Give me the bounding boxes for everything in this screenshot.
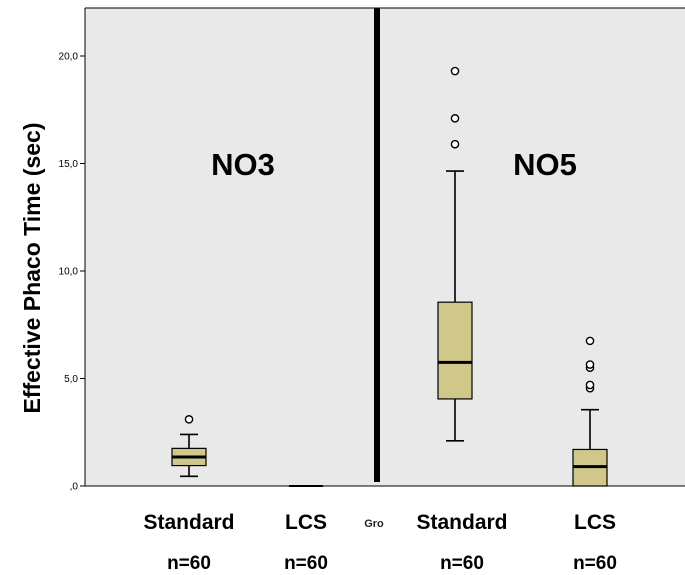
category-label-no5-standard: Standard: [416, 511, 507, 534]
outlier-point: [450, 66, 460, 76]
x-axis-title-fragment: Gro: [364, 518, 384, 530]
n-label-no5-standard: n=60: [440, 553, 484, 574]
outlier-point: [585, 336, 595, 346]
outlier-point: [585, 380, 595, 390]
box-no5-standard: [437, 66, 473, 442]
outlier-point: [450, 114, 460, 123]
panel-background-left: [85, 8, 377, 486]
n-label-no3-lcs: n=60: [284, 553, 328, 574]
panel-background-right: [377, 8, 685, 486]
category-label-no3-standard: Standard: [143, 511, 234, 534]
y-tick-label: 20,0: [59, 52, 79, 63]
box-no5-lcs: [572, 336, 608, 487]
y-tick-label: ,0: [70, 482, 79, 493]
n-label-no3-standard: n=60: [167, 553, 211, 574]
box-iqr: [437, 301, 473, 400]
y-tick-label: 15,0: [59, 159, 79, 170]
category-label-no5-lcs: LCS: [574, 511, 616, 534]
outlier-point: [585, 360, 595, 369]
category-label-no3-lcs: LCS: [285, 511, 327, 534]
n-label-no5-lcs: n=60: [573, 553, 617, 574]
y-axis-title: Effective Phaco Time (sec): [19, 122, 45, 413]
outlier-point: [184, 415, 194, 424]
outlier-point: [450, 139, 460, 149]
panel-label-no3: NO3: [211, 147, 275, 182]
panel-label-no5: NO5: [513, 147, 577, 182]
y-tick-label: 10,0: [59, 267, 79, 278]
y-tick-label: 5,0: [64, 374, 78, 385]
box-no3-standard: [171, 415, 207, 478]
